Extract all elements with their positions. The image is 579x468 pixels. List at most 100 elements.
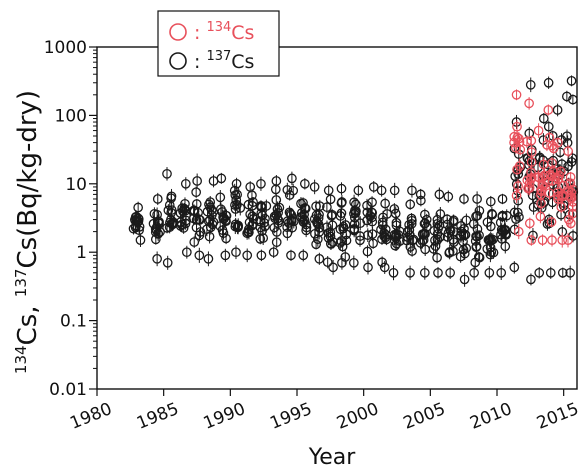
data-point xyxy=(335,208,346,224)
data-point xyxy=(323,184,334,197)
data-point xyxy=(407,183,417,198)
y-tick-label: 10 xyxy=(65,175,87,195)
data-point xyxy=(377,233,387,245)
data-point xyxy=(496,265,507,281)
data-point xyxy=(286,249,296,261)
data-point xyxy=(232,199,242,211)
data-point xyxy=(545,168,556,181)
data-point xyxy=(166,206,177,220)
data-point xyxy=(514,158,525,174)
data-point xyxy=(553,172,563,187)
y-tick-label: 0.01 xyxy=(49,380,87,400)
data-point xyxy=(271,236,282,249)
data-point xyxy=(268,246,279,259)
data-point xyxy=(388,265,399,281)
data-point xyxy=(202,205,213,219)
x-tick-label: 1985 xyxy=(134,399,182,434)
data-point xyxy=(255,216,266,227)
data-point xyxy=(474,230,484,241)
data-point xyxy=(245,181,256,193)
data-point xyxy=(325,237,336,250)
data-point xyxy=(376,184,387,197)
data-point xyxy=(547,157,557,169)
data-point xyxy=(563,144,573,158)
data-point xyxy=(389,203,400,215)
data-point xyxy=(534,267,545,279)
data-point xyxy=(163,204,174,217)
data-point xyxy=(524,97,534,110)
data-point xyxy=(565,171,576,183)
x-tick-label: 2010 xyxy=(467,399,515,434)
data-point xyxy=(526,273,536,286)
data-point xyxy=(552,103,563,117)
data-point xyxy=(258,231,269,246)
data-point xyxy=(245,208,256,220)
data-point xyxy=(363,260,373,275)
data-point xyxy=(367,206,378,220)
data-point xyxy=(217,224,228,236)
legend-label-137cs: : 137Cs xyxy=(194,49,254,73)
y-axis: 0.01 0.1 1 10 100 1000 xyxy=(44,38,97,400)
data-point xyxy=(162,167,172,181)
data-point xyxy=(180,177,191,191)
y-title-cs-2: Cs(Bq/kg-dry) xyxy=(13,90,43,269)
data-point xyxy=(152,192,163,206)
data-point xyxy=(231,245,241,260)
data-point xyxy=(459,193,469,205)
data-point xyxy=(379,260,390,274)
data-point xyxy=(311,200,321,213)
data-point xyxy=(189,236,200,248)
data-point xyxy=(525,77,536,93)
data-point xyxy=(510,170,521,183)
data-point xyxy=(191,186,202,198)
data-point xyxy=(273,205,283,221)
series-134cs-points xyxy=(509,89,579,248)
data-point xyxy=(526,234,537,246)
data-point xyxy=(535,188,546,201)
data-point xyxy=(256,176,266,191)
data-point xyxy=(415,236,426,250)
data-point xyxy=(311,239,321,250)
y-tick-label: 1000 xyxy=(44,38,87,58)
data-point xyxy=(510,141,521,154)
data-point xyxy=(286,213,297,227)
legend-label-134cs: : 134Cs xyxy=(194,20,254,44)
data-point xyxy=(420,218,431,229)
data-point xyxy=(415,188,426,200)
data-point xyxy=(512,205,523,220)
data-point xyxy=(563,183,574,198)
data-point xyxy=(312,231,323,247)
data-point xyxy=(349,223,360,236)
data-point xyxy=(181,245,192,259)
data-point xyxy=(448,234,459,250)
data-point xyxy=(230,188,241,203)
data-point xyxy=(472,191,482,207)
data-point xyxy=(430,239,441,253)
data-point xyxy=(474,205,485,217)
data-point xyxy=(513,178,523,194)
y-title-cs-1: Cs, xyxy=(13,297,43,345)
data-point xyxy=(546,216,557,228)
data-point xyxy=(217,204,228,220)
data-point xyxy=(325,226,336,239)
data-point xyxy=(284,189,295,201)
data-point xyxy=(194,247,205,263)
data-point xyxy=(368,181,379,193)
data-point xyxy=(299,208,309,221)
data-point xyxy=(485,195,496,208)
data-point xyxy=(497,211,508,223)
data-point xyxy=(444,222,455,236)
data-point xyxy=(208,174,219,188)
data-point xyxy=(242,248,253,263)
data-point xyxy=(166,188,177,204)
x-tick-label: 1995 xyxy=(267,399,315,434)
data-point xyxy=(533,123,544,138)
data-point xyxy=(362,228,373,242)
data-point xyxy=(389,182,400,199)
data-point xyxy=(322,220,332,234)
data-point xyxy=(153,215,164,229)
data-point xyxy=(557,267,568,278)
data-point xyxy=(296,207,307,219)
data-point xyxy=(271,175,282,187)
data-point xyxy=(152,251,162,267)
